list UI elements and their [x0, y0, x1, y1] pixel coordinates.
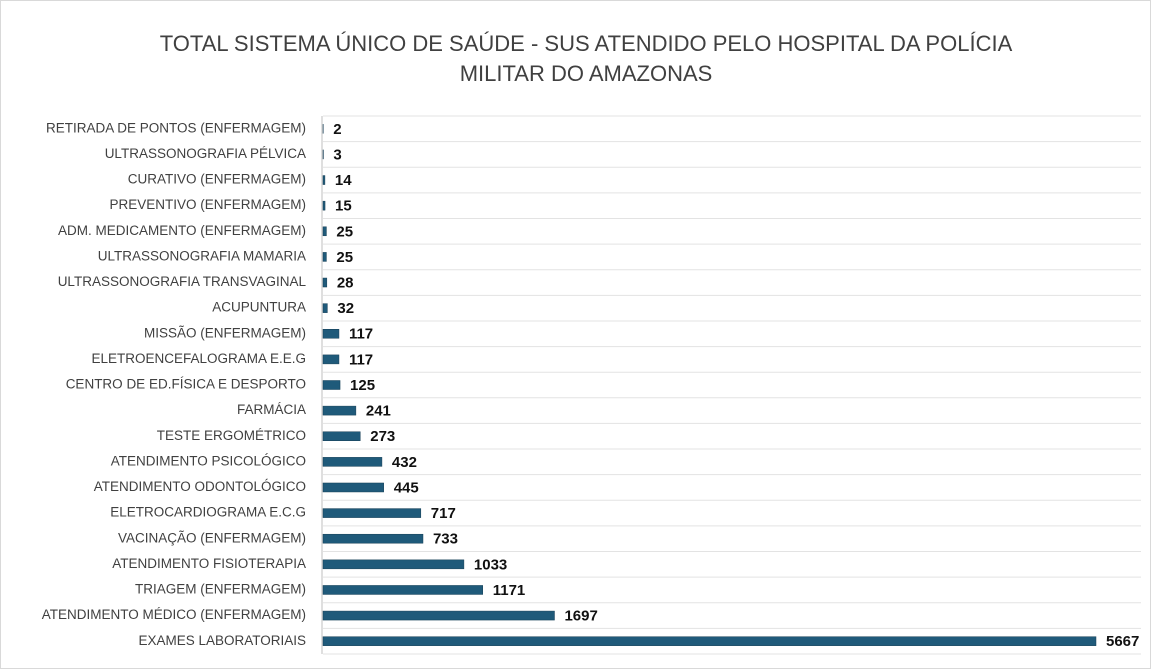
y-tick-label: ATENDIMENTO FISIOTERAPIA	[112, 556, 306, 571]
y-tick-label: PREVENTIVO (ENFERMAGEM)	[109, 197, 306, 212]
bar	[323, 176, 325, 185]
bar	[323, 560, 464, 569]
y-tick-label: ULTRASSONOGRAFIA MAMARIA	[98, 248, 306, 263]
y-tick-label: ELETROCARDIOGRAMA E.C.G	[110, 505, 306, 520]
value-label: 14	[335, 172, 352, 189]
value-label: 25	[336, 249, 353, 266]
bar	[323, 457, 382, 466]
value-label: 1171	[493, 582, 526, 599]
y-tick-label: TRIAGEM (ENFERMAGEM)	[135, 582, 306, 597]
value-label: 15	[335, 198, 352, 215]
value-label: 25	[336, 223, 353, 240]
bar	[323, 611, 554, 620]
value-label: 32	[337, 300, 354, 317]
y-tick-label: ACUPUNTURA	[212, 300, 306, 315]
y-tick-label: ULTRASSONOGRAFIA TRANSVAGINAL	[58, 274, 307, 289]
bar	[323, 637, 1096, 646]
value-label: 117	[349, 326, 373, 343]
bar	[323, 534, 423, 543]
bar	[323, 355, 339, 364]
value-label: 241	[366, 403, 391, 420]
bar	[323, 278, 327, 287]
y-tick-label: MISSÃO (ENFERMAGEM)	[144, 325, 306, 340]
y-tick-label: TESTE ERGOMÉTRICO	[157, 428, 306, 443]
bar	[323, 381, 340, 390]
bar	[323, 252, 326, 261]
bar	[323, 406, 356, 415]
value-label: 2	[333, 121, 341, 138]
value-label: 432	[392, 454, 417, 471]
y-tick-label: EXAMES LABORATORIAIS	[138, 633, 306, 648]
y-tick-label: FARMÁCIA	[237, 402, 306, 417]
value-label: 5667	[1106, 633, 1139, 650]
value-label: 273	[370, 428, 395, 445]
value-label: 445	[394, 479, 419, 496]
y-tick-label: ELETROENCEFALOGRAMA E.E.G	[91, 351, 306, 366]
value-label: 28	[337, 274, 354, 291]
bar	[323, 483, 384, 492]
y-tick-label: CENTRO DE ED.FÍSICA E DESPORTO	[66, 377, 306, 392]
y-tick-label: ADM. MEDICAMENTO (ENFERMAGEM)	[58, 223, 306, 238]
bar	[323, 201, 325, 210]
value-label: 125	[350, 377, 375, 394]
y-tick-label: ULTRASSONOGRAFIA PÉLVICA	[105, 146, 306, 161]
bar	[323, 509, 421, 518]
bar	[323, 329, 339, 338]
y-tick-label: ATENDIMENTO MÉDICO (ENFERMAGEM)	[42, 607, 306, 622]
bar	[323, 304, 327, 313]
value-label: 1033	[474, 556, 507, 573]
y-tick-label: CURATIVO (ENFERMAGEM)	[128, 172, 306, 187]
bar	[323, 432, 360, 441]
bar	[323, 585, 483, 594]
y-tick-label: ATENDIMENTO ODONTOLÓGICO	[94, 479, 306, 494]
y-tick-label: VACINAÇÃO (ENFERMAGEM)	[118, 530, 306, 545]
y-tick-label: RETIRADA DE PONTOS (ENFERMAGEM)	[46, 120, 306, 135]
value-label: 3	[333, 146, 341, 163]
bar	[323, 227, 326, 236]
value-label: 1697	[564, 608, 597, 625]
value-label: 717	[431, 505, 456, 522]
value-label: 117	[349, 351, 373, 368]
value-label: 733	[433, 531, 458, 548]
y-tick-label: ATENDIMENTO PSICOLÓGICO	[111, 453, 306, 468]
